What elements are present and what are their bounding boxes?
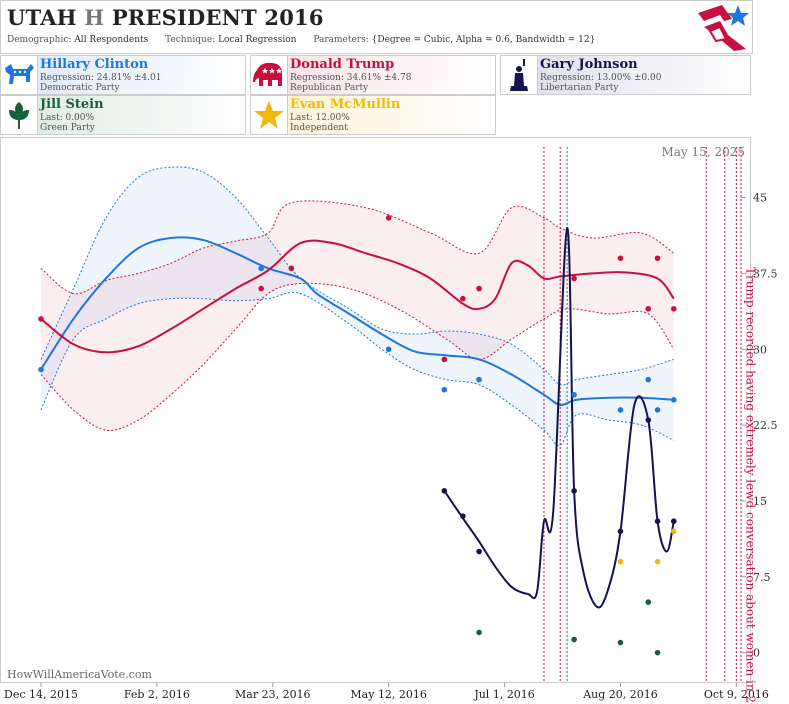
elephant-icon <box>251 56 288 94</box>
poll-point <box>617 255 624 262</box>
poll-point <box>441 488 448 494</box>
parameters-line: Demographic: All Respondents Technique: … <box>7 35 596 45</box>
band-upper-line <box>40 166 674 386</box>
poll-point <box>288 265 295 272</box>
poll-point <box>476 285 482 292</box>
poll-point <box>645 599 652 605</box>
poll-point <box>441 356 448 363</box>
candidate-card-stein: Jill Stein Last: 0.00% Green Party <box>0 95 246 135</box>
trend-line <box>40 239 675 354</box>
candidate-name: Jill Stein <box>40 97 104 112</box>
candidate-name: Donald Trump <box>290 57 395 72</box>
band-lower-line <box>40 282 675 431</box>
poll-point <box>38 316 44 322</box>
y-tick-label: 30 <box>753 343 767 356</box>
poll-point <box>617 558 624 565</box>
poll-point <box>617 528 624 535</box>
poll-point <box>258 265 264 272</box>
candidate-party: Republican Party <box>290 83 369 93</box>
trend-line <box>40 236 674 406</box>
candidate-party: Libertarian Party <box>540 83 619 93</box>
leaf-icon <box>1 96 38 134</box>
liberty-statue-icon <box>501 56 538 94</box>
watermark: HowWillAmericaVote.com <box>7 668 152 681</box>
poll-point <box>571 636 577 643</box>
poll-point <box>571 391 577 398</box>
donkey-icon <box>1 56 38 94</box>
candidate-regression: Regression: 24.81% ±4.01 <box>40 73 162 83</box>
trend-line <box>443 226 675 609</box>
poll-point <box>670 528 677 535</box>
y-tick-label: 0 <box>753 647 760 660</box>
candidate-party: Green Party <box>40 123 95 133</box>
x-tick-label: Oct 9, 2016 <box>704 688 769 701</box>
poll-point <box>38 366 44 373</box>
site-logo-icon <box>698 5 749 51</box>
chart-frame <box>0 137 751 683</box>
poll-point <box>460 513 466 519</box>
candidate-card-clinton: Hillary Clinton Regression: 24.81% ±4.01… <box>0 55 246 95</box>
x-tick-label: Dec 14, 2015 <box>4 688 78 701</box>
poll-point <box>645 417 652 423</box>
date-label: May 15, 2025 <box>662 145 745 159</box>
candidate-name: Hillary Clinton <box>40 57 149 72</box>
poll-point <box>476 376 482 383</box>
candidate-regression: Regression: 13.00% ±0.00 <box>540 73 662 83</box>
candidate-party: Democratic Party <box>40 83 120 93</box>
y-tick-label: 7.5 <box>753 571 771 584</box>
poll-point <box>617 407 624 413</box>
candidate-regression: Regression: 34.61% ±4.78 <box>290 73 412 83</box>
poll-point <box>654 255 661 262</box>
poll-point <box>645 306 652 312</box>
x-tick-label: Feb 2, 2016 <box>124 688 190 701</box>
candidate-card-trump: Donald Trump Regression: 34.61% ±4.78 Re… <box>250 55 496 95</box>
poll-point <box>670 397 677 403</box>
poll-point <box>617 639 624 646</box>
confidence-band <box>41 200 674 431</box>
y-tick-label: 15 <box>753 495 767 508</box>
y-tick-label: 45 <box>753 192 767 205</box>
candidate-name: Gary Johnson <box>540 57 638 72</box>
candidate-party: Independent <box>290 123 348 133</box>
poll-point <box>385 214 392 221</box>
poll-point <box>571 275 577 282</box>
poll-point <box>476 629 482 636</box>
x-tick-label: May 12, 2016 <box>350 688 427 701</box>
candidate-last-value: Last: 0.00% <box>40 113 95 123</box>
x-tick-label: Mar 23, 2016 <box>235 688 311 701</box>
poll-point <box>670 306 677 312</box>
candidate-card-johnson: Gary Johnson Regression: 13.00% ±0.00 Li… <box>500 55 751 95</box>
poll-point <box>654 558 661 565</box>
poll-point <box>385 346 392 353</box>
poll-point <box>654 407 661 413</box>
event-annotation: Trump recorded having extremely lewd con… <box>744 267 758 704</box>
candidate-card-mcmullin: Evan McMullin Last: 12.00% Independent <box>250 95 496 135</box>
chart-header: UTAH H PRESIDENT 2016 Demographic: All R… <box>0 0 753 54</box>
x-tick-label: Jul 1, 2016 <box>473 688 535 701</box>
star-icon <box>251 96 288 134</box>
page-title: UTAH H PRESIDENT 2016 <box>7 5 324 30</box>
poll-point <box>476 548 482 555</box>
band-upper-line <box>40 200 675 295</box>
poll-point <box>654 518 661 524</box>
poll-point <box>654 649 661 656</box>
y-tick-label: 22.5 <box>753 419 778 432</box>
candidate-last-value: Last: 12.00% <box>290 113 350 123</box>
candidate-name: Evan McMullin <box>290 97 401 112</box>
poll-point <box>670 518 677 524</box>
poll-point <box>645 376 652 383</box>
poll-point <box>460 295 466 302</box>
x-tick-label: Aug 20, 2016 <box>582 688 658 701</box>
y-tick-label: 37.5 <box>753 267 778 280</box>
poll-point <box>571 488 577 494</box>
poll-point <box>258 285 264 292</box>
poll-point <box>441 386 448 393</box>
